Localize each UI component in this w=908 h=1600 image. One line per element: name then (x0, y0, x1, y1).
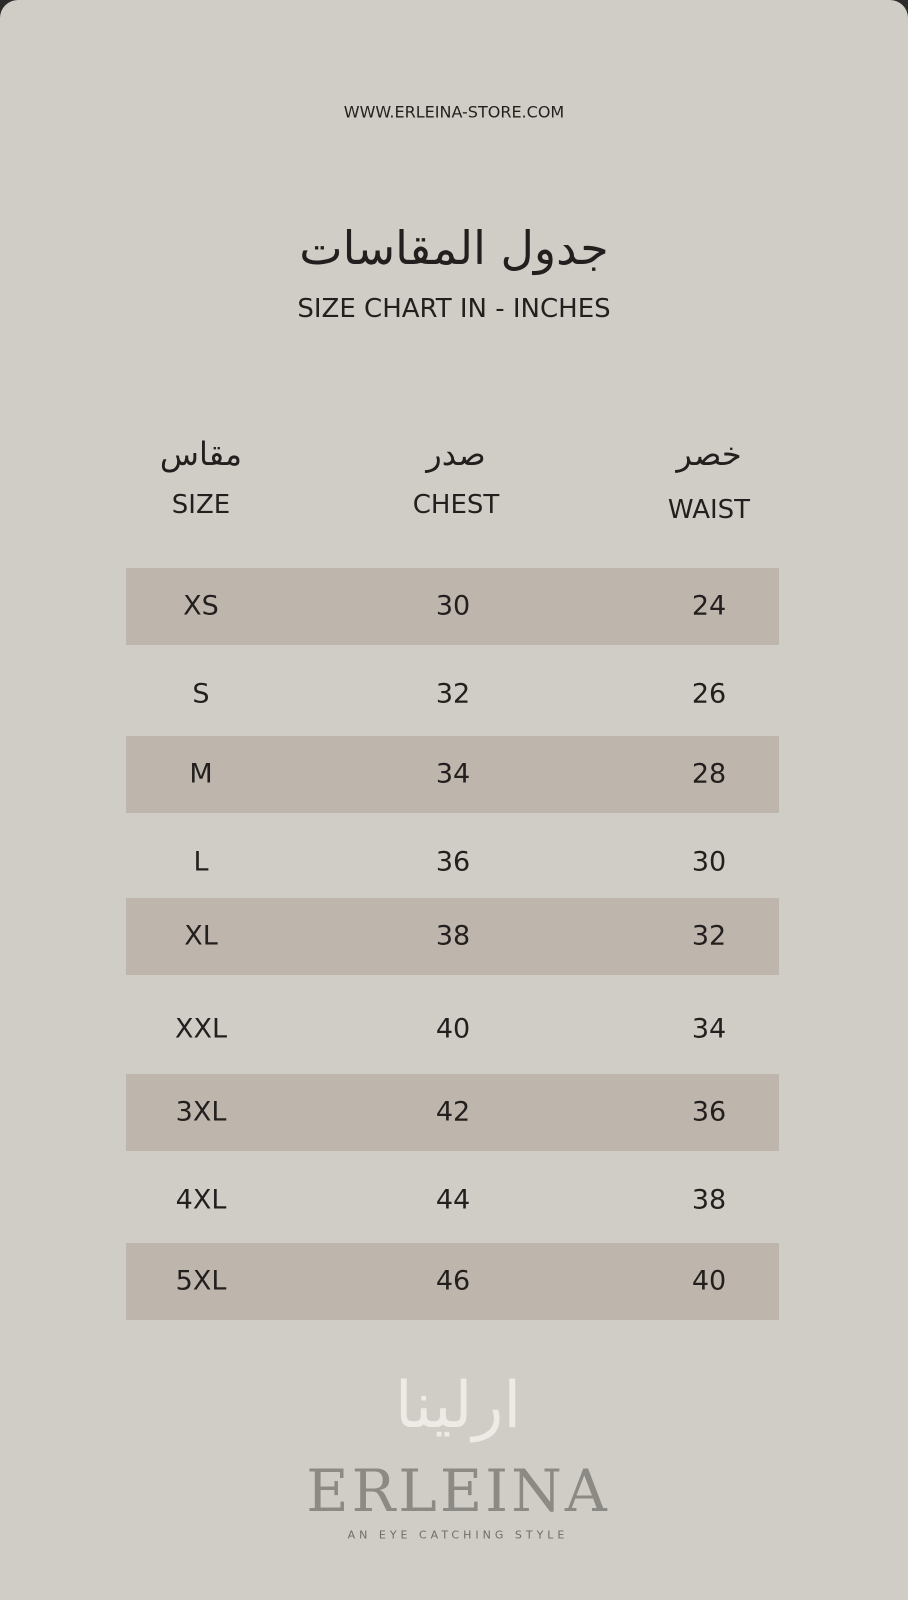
waist-cell: 40 (691, 1265, 727, 1297)
size-cell: XL (184, 920, 218, 952)
page-subtitle: SIZE CHART IN - INCHES (297, 294, 611, 324)
chest-cell: 46 (435, 1265, 471, 1297)
column-header-waist-ar: خصر (676, 435, 742, 473)
size-cell: XXL (174, 1013, 228, 1045)
column-header-size: SIZE (171, 490, 231, 520)
logo-wordmark: ERLEINA (306, 1457, 610, 1525)
chest-cell: 30 (435, 590, 471, 622)
table-row-stripe (126, 1074, 779, 1151)
size-cell: 3XL (175, 1096, 227, 1128)
size-cell: S (192, 678, 210, 710)
waist-cell: 26 (691, 678, 727, 710)
logo-arabic: ارلينا (394, 1369, 522, 1443)
page-title-arabic: جدول المقاسات (299, 221, 609, 275)
size-cell: 4XL (175, 1184, 227, 1216)
chest-cell: 38 (435, 920, 471, 952)
chest-cell: 32 (435, 678, 471, 710)
column-header-size-ar: مقاس (159, 435, 243, 473)
chest-cell: 34 (435, 758, 471, 790)
size-cell: 5XL (175, 1265, 227, 1297)
waist-cell: 32 (691, 920, 727, 952)
waist-cell: 36 (691, 1096, 727, 1128)
table-row-stripe (126, 736, 779, 813)
waist-cell: 34 (691, 1013, 727, 1045)
size-cell: M (189, 758, 213, 790)
waist-cell: 28 (691, 758, 727, 790)
size-cell: XS (183, 590, 219, 622)
size-cell: L (193, 846, 209, 878)
waist-cell: 30 (691, 846, 727, 878)
waist-cell: 38 (691, 1184, 727, 1216)
table-row-stripe (126, 1243, 779, 1320)
chest-cell: 40 (435, 1013, 471, 1045)
logo-tagline: AN EYE CATCHING STYLE (347, 1528, 569, 1542)
chest-cell: 44 (435, 1184, 471, 1216)
column-header-chest: CHEST (412, 490, 500, 520)
table-row-stripe (126, 568, 779, 645)
chest-cell: 42 (435, 1096, 471, 1128)
website-url: WWW.ERLEINA-STORE.COM (343, 102, 565, 122)
column-header-chest-ar: صدر (426, 435, 486, 473)
table-row-stripe (126, 898, 779, 975)
column-header-waist: WAIST (667, 495, 751, 525)
waist-cell: 24 (691, 590, 727, 622)
chest-cell: 36 (435, 846, 471, 878)
